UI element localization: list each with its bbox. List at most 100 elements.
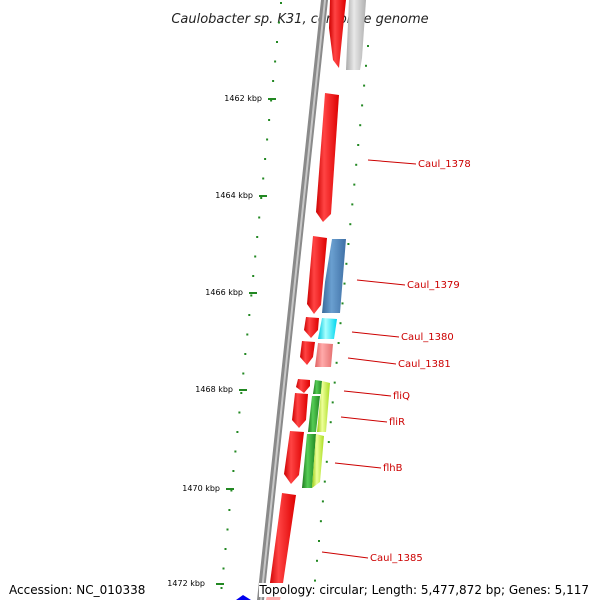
- outer-tick-track: [220, 2, 282, 589]
- gene-label-caul-1381[interactable]: Caul_1381: [398, 359, 451, 370]
- tick-dot: [224, 548, 227, 550]
- tick-dot: [228, 509, 231, 511]
- tick-dot: [270, 99, 273, 102]
- tick-dot: [359, 124, 362, 127]
- kbp-label-1468: 1468 kbp: [195, 385, 233, 394]
- leader-line: [347, 357, 397, 365]
- kbp-label-1466: 1466 kbp: [205, 288, 243, 297]
- tick-dot: [266, 138, 269, 141]
- gene-arrow-flhB[interactable]: [284, 431, 304, 484]
- tick-dot: [327, 441, 330, 443]
- tick-dot: [246, 333, 249, 336]
- gene-arrow-grey[interactable]: [346, 0, 366, 70]
- gene-label-flhB[interactable]: flhB: [383, 463, 403, 474]
- gene-arrow-fliR-reverse[interactable]: [317, 381, 330, 432]
- gene-arrow-caul-1379-reverse[interactable]: [322, 239, 346, 313]
- tick-dot: [323, 480, 326, 483]
- tick-dot: [319, 520, 322, 523]
- tick-dot: [318, 540, 320, 542]
- leader-line: [343, 390, 392, 397]
- gene-arrow-fliR-reverse-2[interactable]: [308, 396, 320, 432]
- tick-dot: [274, 60, 277, 63]
- tick-dot: [361, 104, 364, 107]
- tick-dot: [272, 80, 275, 82]
- gene-arrow[interactable]: [329, 0, 346, 68]
- tick-dot: [335, 361, 338, 364]
- leader-line: [351, 331, 400, 338]
- reverse-strand-genes: [266, 0, 366, 600]
- tick-dot: [264, 158, 267, 160]
- tick-dot: [363, 84, 366, 87]
- tick-dot: [355, 163, 358, 166]
- gene-arrow-caul-1385[interactable]: [269, 493, 296, 590]
- tick-dot: [314, 579, 316, 582]
- tick-dot: [341, 302, 344, 305]
- tick-dot: [357, 144, 360, 146]
- tick-dot: [262, 177, 265, 180]
- leader-line: [356, 279, 406, 286]
- tick-dot: [329, 421, 332, 424]
- tick-dot: [268, 119, 271, 121]
- gene-arrow-fliQ-reverse[interactable]: [313, 380, 322, 394]
- tick-dot: [333, 381, 336, 384]
- tick-dot: [276, 41, 278, 43]
- gene-labels: Caul_1378 Caul_1379 Caul_1380 Caul_1381 …: [321, 159, 471, 564]
- kbp-label-1464: 1464 kbp: [215, 191, 253, 200]
- kbp-label-1462: 1462 kbp: [224, 94, 262, 103]
- tick-dot: [242, 372, 245, 375]
- tick-dot: [240, 392, 243, 394]
- tick-dot: [365, 64, 367, 67]
- gene-label-fliR[interactable]: fliR: [389, 417, 405, 428]
- tick-dot: [325, 460, 328, 463]
- gene-arrow-flhB-reverse[interactable]: [302, 434, 316, 488]
- gene-label-caul-1379[interactable]: Caul_1379: [407, 280, 460, 291]
- accession-text: Accession: NC_010338: [9, 583, 146, 597]
- tick-dot: [238, 411, 241, 414]
- gene-arrow-fliR[interactable]: [292, 393, 308, 428]
- genome-summary-text: Topology: circular; Length: 5,477,872 bp…: [259, 583, 589, 597]
- tick-dot: [232, 470, 235, 472]
- gene-arrow-caul-1381-reverse[interactable]: [315, 343, 333, 367]
- gene-arrow-caul-1380[interactable]: [304, 317, 319, 338]
- leader-line: [340, 416, 388, 423]
- inner-tick-track: [314, 45, 369, 582]
- tick-dot: [339, 322, 342, 325]
- tick-dot: [236, 431, 239, 433]
- forward-strand-genes: [269, 0, 346, 590]
- tick-dot: [234, 450, 237, 453]
- gene-arrow-caul-1381[interactable]: [300, 341, 315, 365]
- tick-dot: [337, 342, 340, 344]
- leader-line: [321, 551, 369, 559]
- gene-label-fliQ[interactable]: fliQ: [393, 391, 410, 402]
- tick-dot: [256, 236, 259, 238]
- kbp-label-1472: 1472 kbp: [167, 579, 205, 588]
- tick-dot: [349, 223, 352, 226]
- genome-backbone-highlight: [260, 0, 326, 600]
- gene-arrow-fliQ[interactable]: [296, 379, 310, 393]
- tick-dot: [252, 275, 255, 277]
- tick-dot: [230, 489, 233, 492]
- tick-dot: [248, 314, 251, 316]
- tick-dot: [280, 2, 282, 4]
- tick-dot: [331, 401, 334, 404]
- tick-dot: [258, 216, 261, 219]
- tick-dot: [244, 353, 247, 355]
- gene-arrow-flhB-reverse-2[interactable]: [312, 434, 324, 488]
- gene-label-caul-1378[interactable]: Caul_1378: [418, 159, 471, 170]
- tick-dot: [367, 45, 369, 47]
- leader-line: [367, 159, 417, 165]
- tick-dot: [353, 183, 356, 186]
- blue-marker: [236, 595, 251, 600]
- kbp-scale: 1462 kbp 1464 kbp 1466 kbp 1468 kbp 1470…: [167, 94, 276, 588]
- kbp-label-1470: 1470 kbp: [182, 484, 220, 493]
- tick-dot: [222, 567, 225, 570]
- gene-arrow-caul-1378[interactable]: [316, 93, 339, 222]
- tick-dot: [343, 282, 346, 285]
- gene-label-caul-1380[interactable]: Caul_1380: [401, 332, 454, 343]
- tick-dot: [220, 587, 223, 589]
- gene-arrow-caul-1380-reverse[interactable]: [318, 318, 337, 339]
- gene-arrow-caul-1379[interactable]: [307, 236, 327, 314]
- gene-label-caul-1385[interactable]: Caul_1385: [370, 553, 423, 564]
- tick-dot: [347, 243, 350, 245]
